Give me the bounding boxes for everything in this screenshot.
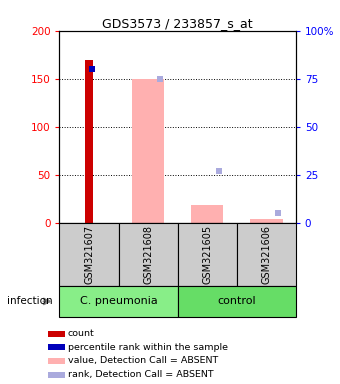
Text: count: count <box>68 329 95 338</box>
Text: value, Detection Call = ABSENT: value, Detection Call = ABSENT <box>68 356 218 365</box>
Bar <box>48 331 65 337</box>
Bar <box>191 205 223 223</box>
Bar <box>48 372 65 378</box>
Text: GSM321607: GSM321607 <box>84 225 94 284</box>
Bar <box>85 60 92 223</box>
Bar <box>48 344 65 350</box>
Bar <box>59 286 177 317</box>
Bar <box>250 219 283 223</box>
Text: control: control <box>217 296 256 306</box>
Bar <box>177 223 237 286</box>
Bar <box>119 223 177 286</box>
Text: GSM321608: GSM321608 <box>143 225 153 284</box>
Bar <box>132 79 164 223</box>
Text: GSM321605: GSM321605 <box>202 225 212 284</box>
Bar <box>59 223 119 286</box>
Text: GSM321606: GSM321606 <box>261 225 271 284</box>
Text: C. pneumonia: C. pneumonia <box>80 296 157 306</box>
Text: infection: infection <box>7 296 52 306</box>
Text: percentile rank within the sample: percentile rank within the sample <box>68 343 228 352</box>
Bar <box>177 286 296 317</box>
Bar <box>237 223 296 286</box>
Text: rank, Detection Call = ABSENT: rank, Detection Call = ABSENT <box>68 370 214 379</box>
Title: GDS3573 / 233857_s_at: GDS3573 / 233857_s_at <box>102 17 253 30</box>
Bar <box>48 358 65 364</box>
